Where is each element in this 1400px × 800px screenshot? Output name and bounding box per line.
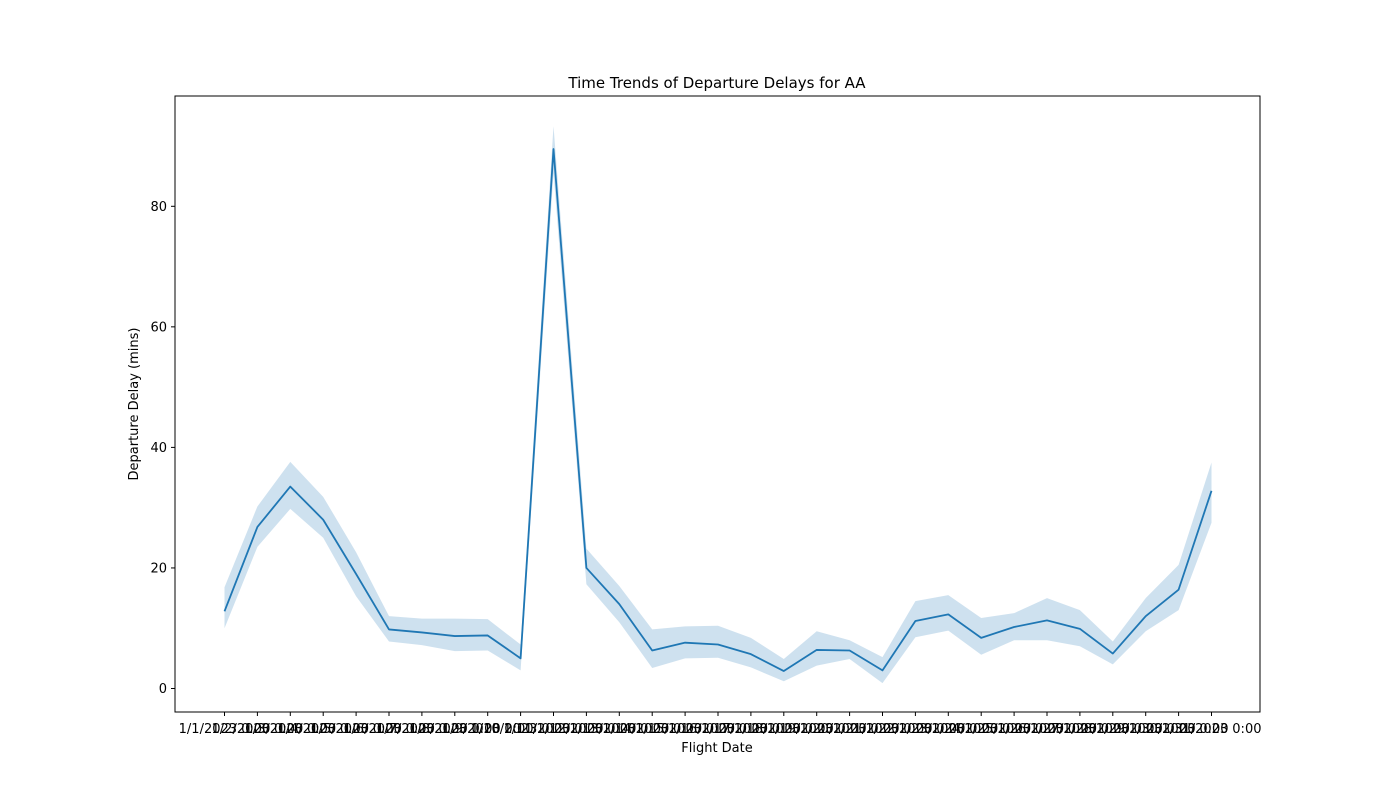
x-tick-label: 1/13/2023 0:00 xyxy=(569,722,669,737)
x-tick-label: 1/28/2023 0:00 xyxy=(1063,722,1163,737)
data-point xyxy=(487,634,489,636)
x-tick-label: 1/20/2023 0:00 xyxy=(800,722,900,737)
data-point xyxy=(355,573,357,575)
data-point xyxy=(1211,490,1213,492)
x-tick-label: 1/21/2023 0:00 xyxy=(833,722,933,737)
data-point xyxy=(256,526,258,528)
data-point xyxy=(322,519,324,521)
x-tick-label: 1/4/2023 0:00 xyxy=(277,722,369,737)
data-point xyxy=(520,657,522,659)
x-tick-label: 1/5/2023 0:00 xyxy=(310,722,402,737)
data-point xyxy=(651,650,653,652)
data-point xyxy=(1079,628,1081,630)
data-point xyxy=(980,637,982,639)
chart-title: Time Trends of Departure Delays for AA xyxy=(567,74,866,92)
data-point xyxy=(1112,653,1114,655)
x-tick-label: 1/26/2023 0:00 xyxy=(997,722,1097,737)
data-point xyxy=(717,643,719,645)
x-tick-label: 1/14/2023 0:00 xyxy=(602,722,702,737)
y-axis: 0 20 40 60 80 xyxy=(150,200,175,697)
data-point xyxy=(454,635,456,637)
x-tick-label: 1/23/2023 0:00 xyxy=(898,722,998,737)
series-line xyxy=(223,148,1213,672)
x-tick-label: 1/2/2023 0:00 xyxy=(212,722,304,737)
x-tick-label: 1/18/2023 0:00 xyxy=(734,722,834,737)
x-tick-label: 1/22/2023 0:00 xyxy=(865,722,965,737)
x-tick-label: 1/16/2023 0:00 xyxy=(668,722,768,737)
x-tick-label: 1/15/2023 0:00 xyxy=(635,722,735,737)
data-point xyxy=(914,620,916,622)
y-tick-label: 60 xyxy=(150,320,167,335)
data-point xyxy=(585,567,587,569)
x-tick-label: 1/29/2023 0:00 xyxy=(1096,722,1196,737)
x-tick-label: 1/31/2023 0:00 xyxy=(1162,722,1262,737)
x-tick-label: 1/30/2023 0:00 xyxy=(1129,722,1229,737)
y-tick-label: 0 xyxy=(159,682,167,697)
x-tick-label: 1/17/2023 0:00 xyxy=(701,722,801,737)
plot-frame xyxy=(174,95,1261,713)
x-tick-label: 1/25/2023 0:00 xyxy=(964,722,1064,737)
data-point xyxy=(388,628,390,630)
y-tick-label: 40 xyxy=(150,441,167,456)
data-point xyxy=(1178,589,1180,591)
y-tick-label: 80 xyxy=(150,200,167,215)
x-tick-label: 1/8/2023 0:00 xyxy=(409,722,501,737)
x-tick-label: 1/1/2023 0:00 xyxy=(179,722,271,737)
data-point xyxy=(421,631,423,633)
y-tick-label: 20 xyxy=(150,561,167,576)
x-tick-label: 1/24/2023 0:00 xyxy=(931,722,1031,737)
x-tick-label: 1/9/2023 0:00 xyxy=(442,722,534,737)
data-point xyxy=(882,669,884,671)
data-point xyxy=(553,148,555,150)
confidence-band xyxy=(224,126,1212,684)
data-point xyxy=(1013,626,1015,628)
data-point xyxy=(224,610,226,612)
x-tick-label: 1/10/2023 0:00 xyxy=(471,722,571,737)
x-tick-label: 1/6/2023 0:00 xyxy=(343,722,435,737)
data-point xyxy=(684,642,686,644)
x-tick-label: 1/11/2023 0:00 xyxy=(504,722,604,737)
x-tick-label: 1/3/2023 0:00 xyxy=(244,722,336,737)
x-tick-label: 1/7/2023 0:00 xyxy=(376,722,468,737)
data-point xyxy=(947,613,949,615)
x-tick-label: 1/27/2023 0:00 xyxy=(1030,722,1130,737)
data-point xyxy=(289,486,291,488)
plot-area xyxy=(223,126,1213,684)
x-tick-label: 1/19/2023 0:00 xyxy=(767,722,867,737)
x-tick-label: 1/12/2023 0:00 xyxy=(536,722,636,737)
y-axis-label: Departure Delay (mins) xyxy=(127,328,142,481)
data-point xyxy=(750,653,752,655)
data-point xyxy=(783,670,785,672)
x-axis-label: Flight Date xyxy=(681,741,753,756)
data-point xyxy=(849,650,851,652)
data-point xyxy=(618,603,620,605)
data-point xyxy=(816,649,818,651)
x-axis: 1/1/2023 0:001/2/2023 0:001/3/2023 0:001… xyxy=(179,712,1262,737)
data-point xyxy=(1145,615,1147,617)
data-point xyxy=(1046,619,1048,621)
